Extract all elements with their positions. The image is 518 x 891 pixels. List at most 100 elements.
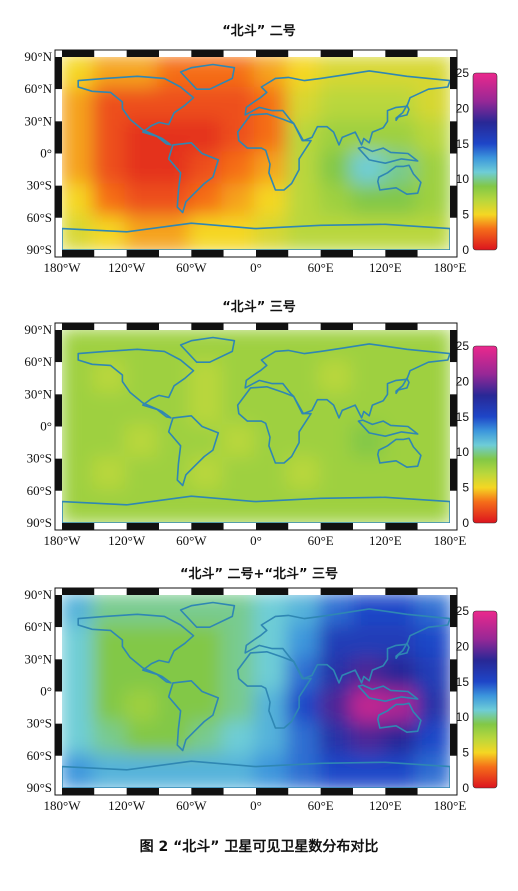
coastline: [77, 348, 195, 419]
heatmap-cell: [351, 424, 388, 461]
heatmap-cell: [254, 657, 291, 694]
x-tick-label: 0°: [250, 533, 262, 548]
heatmap-cell: [189, 392, 226, 429]
x-tick-label: 120°E: [369, 533, 402, 548]
colorbar-tick-label: 0: [462, 516, 469, 530]
heatmap-cell: [92, 721, 129, 758]
heatmap-cell: [286, 456, 323, 493]
heatmap-cell: [92, 57, 129, 92]
y-tick-label: 60°S: [27, 748, 52, 763]
heatmap-cell: [254, 215, 291, 250]
coastline: [62, 760, 450, 788]
coastline: [167, 415, 220, 487]
heatmap-cell: [124, 456, 161, 493]
heatmap-cell: [351, 57, 388, 92]
heatmap-cell: [92, 657, 129, 694]
heatmap-cell: [383, 753, 420, 788]
heatmap-cell: [254, 87, 291, 124]
heatmap-field: [62, 57, 450, 250]
coastline: [179, 63, 236, 90]
heatmap-cell: [189, 87, 226, 124]
heatmap-cell: [286, 360, 323, 397]
heatmap-cell: [383, 689, 420, 726]
heatmap-cell: [383, 488, 420, 523]
map-panel-bds3: “北斗” 三号 90°N 60°N 30°N 0° 30°S 60°S 90°S 180°W 1…: [0, 270, 518, 550]
coastline: [357, 419, 419, 437]
heatmap-cell: [189, 360, 226, 397]
heatmap-cell: [415, 119, 450, 156]
heatmap-cell: [221, 183, 258, 220]
heatmap-cell: [383, 721, 420, 758]
colorbar-tick-label: 20: [456, 639, 470, 653]
colorbar-tick-label: 10: [456, 710, 470, 724]
heatmap-cell: [189, 689, 226, 726]
y-tick-label: 0°: [40, 684, 52, 699]
heatmap-cell: [62, 57, 97, 92]
heatmap-cell: [124, 330, 161, 365]
heatmap-cell: [157, 183, 194, 220]
colorbar-tick-label: 15: [456, 675, 470, 689]
heatmap-cell: [318, 488, 355, 523]
coastlines: [62, 63, 450, 250]
coastline: [395, 104, 410, 122]
panel-title: “北斗” 三号: [222, 300, 296, 315]
heatmap-cell: [351, 330, 388, 365]
y-tick-label: 30°N: [24, 651, 52, 666]
heatmap-cell: [351, 689, 388, 726]
panel-title: “北斗” 二号: [222, 24, 296, 39]
colorbar-tick-label: 25: [456, 604, 470, 618]
heatmap-cell: [189, 183, 226, 220]
heatmap-cell: [254, 488, 291, 523]
coastline: [77, 75, 195, 146]
heatmap-cell: [124, 721, 161, 758]
heatmap-cell: [286, 625, 323, 662]
heatmap-cell: [415, 456, 450, 493]
heatmap-cell: [62, 392, 97, 429]
heatmap-cell: [221, 625, 258, 662]
heatmap-cell: [221, 753, 258, 788]
coastline: [236, 386, 312, 464]
y-tick-label: 0°: [40, 419, 52, 434]
heatmap-cell: [383, 456, 420, 493]
heatmap-cell: [383, 119, 420, 156]
heatmap-cell: [124, 87, 161, 124]
heatmap-cell: [318, 392, 355, 429]
x-tick-label: 60°E: [308, 260, 334, 275]
y-tick-label: 60°S: [27, 483, 52, 498]
heatmap-cell: [62, 360, 97, 397]
heatmap-cell: [383, 424, 420, 461]
coastline: [377, 702, 422, 733]
heatmap-cell: [318, 87, 355, 124]
coastline: [395, 377, 410, 395]
panel-title: “北斗” 二号+“北斗” 三号: [179, 567, 339, 582]
heatmap-cell: [157, 424, 194, 461]
heatmap-cell: [318, 215, 355, 250]
y-tick-label: 0°: [40, 146, 52, 161]
y-tick-label: 60°S: [27, 210, 52, 225]
colorbar: [472, 610, 498, 789]
x-tick-label: 180°E: [434, 798, 467, 813]
y-tick-label: 90°N: [24, 49, 52, 64]
heatmap-cell: [221, 424, 258, 461]
heatmap-cell: [124, 753, 161, 788]
coastlines: [62, 336, 450, 523]
y-tick-label: 30°S: [27, 451, 52, 466]
heatmap-cell: [62, 488, 97, 523]
heatmap-cell: [62, 721, 97, 758]
heatmap-cell: [221, 57, 258, 92]
heatmap-cell: [189, 657, 226, 694]
colorbar: [472, 72, 498, 251]
heatmap-cell: [124, 151, 161, 188]
heatmap-cell: [92, 330, 129, 365]
y-tick-label: 90°S: [27, 515, 52, 530]
heatmap-cell: [254, 595, 291, 630]
colorbar-tick-label: 15: [456, 137, 470, 151]
x-tick-label: 60°W: [176, 533, 207, 548]
heatmap-cell: [124, 57, 161, 92]
x-tick-label: 180°E: [434, 533, 467, 548]
heatmap-cell: [62, 753, 97, 788]
heatmap-cell: [415, 57, 450, 92]
heatmap-cell: [254, 57, 291, 92]
heatmap-cell: [415, 595, 450, 630]
colorbar-tick-label: 5: [462, 481, 469, 495]
